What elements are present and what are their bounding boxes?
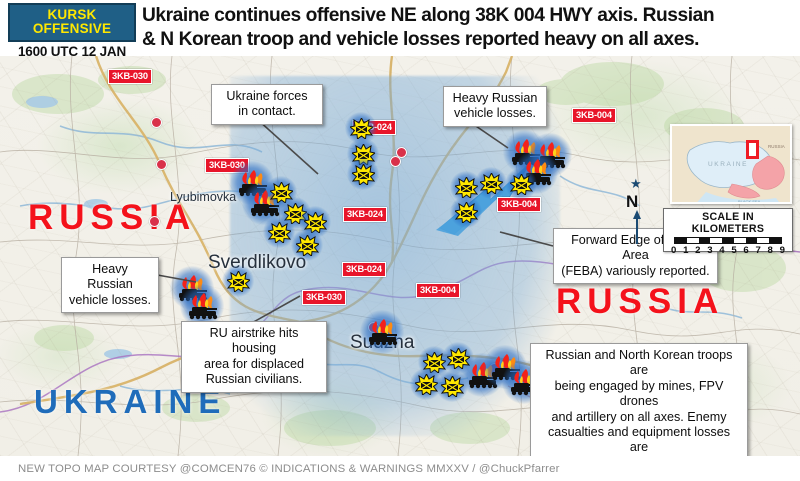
troops-in-contact-icon [455, 202, 478, 223]
inset-locator-map[interactable]: UKRAINE RUSSIA BLACK SEA [670, 124, 792, 204]
troops-in-contact-icon [510, 174, 533, 195]
troops-in-contact-icon [441, 376, 464, 397]
scale-tick-1: 1 [683, 245, 689, 256]
callout-heavy-russian-vehicle-losses-west: Heavy Russian vehicle losses. [61, 257, 159, 314]
credit-text: NEW TOPO MAP COURTESY @COMCEN76 © INDICA… [18, 462, 560, 475]
callout-ru-airstrike-housing: RU airstrike hits housing area for displ… [181, 321, 327, 393]
kursk-offensive-badge: KURSK OFFENSIVE [8, 3, 136, 42]
troops-in-contact-icon [455, 177, 478, 198]
compass-needle-icon [633, 210, 641, 244]
compass-north-label: N [626, 192, 639, 211]
scale-tick-4: 4 [719, 245, 725, 256]
scale-tick-5: 5 [731, 245, 737, 256]
badge-line-1: KURSK [47, 7, 97, 22]
badge-column: KURSK OFFENSIVE 1600 UTC 12 JAN [0, 0, 136, 59]
svg-text:RUSSIA: RUSSIA [768, 144, 785, 149]
road-shield-3kb-030-0: 3KB-030 [108, 69, 152, 84]
troops-in-contact-icon [304, 212, 327, 233]
road-shield-3kb-030-7: 3KB-030 [302, 290, 346, 305]
map-junction-dot-3 [390, 156, 401, 167]
country-label-russia-0: RUSSIA [28, 198, 197, 237]
map-junction-dot-4 [149, 216, 160, 227]
header-bar: KURSK OFFENSIVE 1600 UTC 12 JAN Ukraine … [0, 0, 800, 59]
road-shield-3kb-004-8: 3KB-004 [416, 283, 460, 298]
callout-heavy-russian-vehicle-losses-north: Heavy Russian vehicle losses. [443, 86, 547, 127]
svg-text:UKRAINE: UKRAINE [708, 161, 748, 168]
lakes [26, 96, 256, 359]
city-label-sverdlikovo: Sverdlikovo [208, 252, 307, 273]
scale-bar-graphic [674, 237, 782, 244]
troops-in-contact-icon [352, 164, 375, 185]
inset-map-graphic: UKRAINE RUSSIA BLACK SEA [672, 126, 790, 204]
troops-in-contact-icon [296, 235, 319, 256]
headline-line-1: Ukraine continues offensive NE along 38K… [142, 5, 715, 26]
road-shield-3kb-024-4: 3KB-024 [343, 207, 387, 222]
road-shield-3kb-004-5: 3KB-004 [497, 197, 541, 212]
callout-ukraine-forces-in-contact: Ukraine forces in contact. [211, 84, 323, 125]
road-shield-3kb-024-6: 3KB-024 [342, 262, 386, 277]
troops-in-contact-icon [227, 271, 250, 292]
compass-rose: ★ N [620, 174, 654, 244]
scale-tick-6: 6 [743, 245, 749, 256]
troops-in-contact-icon [268, 222, 291, 243]
troops-in-contact-icon [350, 118, 373, 139]
callout-feba-note: Forward Edge of Battle Area (FEBA) vario… [553, 228, 718, 285]
map-junction-dot-0 [151, 117, 162, 128]
troops-in-contact-icon [480, 173, 503, 194]
city-label-lyubimovka: Lyubimovka [170, 190, 237, 204]
scale-tick-7: 7 [755, 245, 761, 256]
timestamp-label: 1600 UTC 12 JAN [17, 44, 127, 59]
troops-in-contact-icon [447, 348, 470, 369]
north-star-icon: ★ [630, 176, 642, 191]
headline: Ukraine continues offensive NE along 38K… [136, 0, 800, 51]
burning-vehicle-icon [189, 293, 218, 320]
map-canvas[interactable]: RUSSIA RUSSIA UKRAINE Lyubimovka Sverdlikov… [0, 56, 800, 456]
scale-tick-3: 3 [707, 245, 713, 256]
burning-vehicle-icon [369, 319, 398, 346]
country-label-russia-1: RUSSIA [556, 282, 725, 321]
svg-text:BLACK SEA: BLACK SEA [738, 199, 761, 204]
scale-tick-0: 0 [671, 245, 677, 256]
callout-troops-engaged-note: Russian and North Korean troops are bein… [530, 343, 748, 456]
badge-line-2: OFFENSIVE [32, 21, 112, 36]
headline-line-2: & N Korean troop and vehicle losses repo… [142, 28, 700, 50]
scale-tick-2: 2 [695, 245, 701, 256]
map-junction-dot-1 [156, 159, 167, 170]
scale-title: SCALE IN KILOMETERS [691, 211, 765, 235]
road-shield-3kb-004-3: 3KB-004 [572, 108, 616, 123]
scale-tick-9: 9 [779, 245, 785, 256]
inset-area-of-interest-marker [746, 140, 759, 159]
scale-tick-8: 8 [767, 245, 773, 256]
map-junction-dot-2 [396, 147, 407, 158]
troops-in-contact-icon [415, 374, 438, 395]
footer-credit-bar: NEW TOPO MAP COURTESY @COMCEN76 © INDICA… [0, 456, 800, 481]
